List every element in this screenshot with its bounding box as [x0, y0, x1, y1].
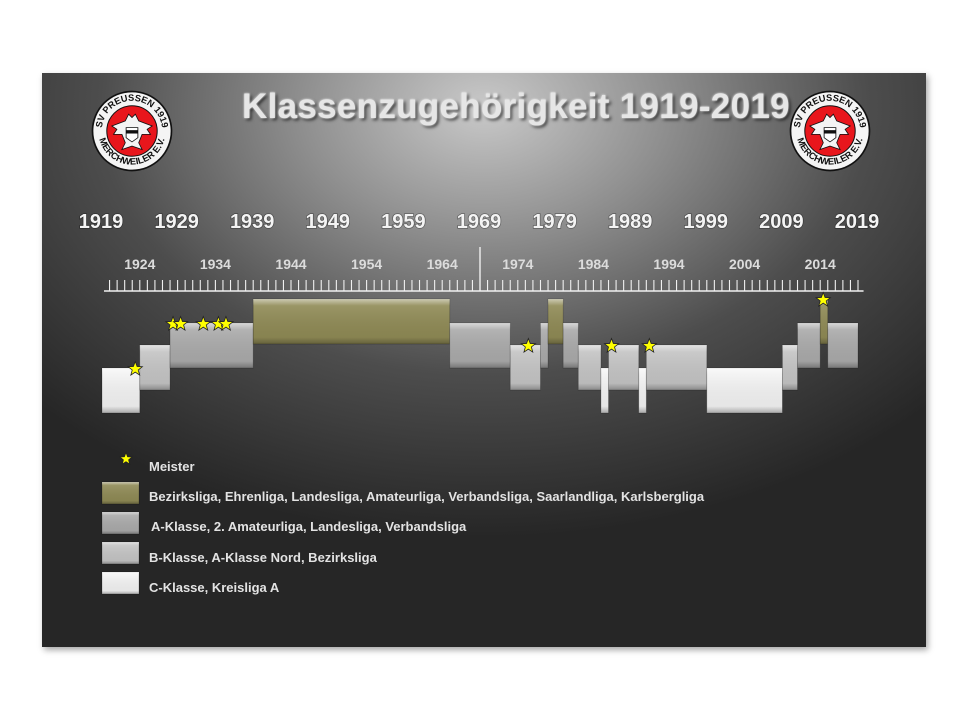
legend-swatch-tier2 — [101, 511, 140, 535]
legend-swatch-bevel — [102, 572, 139, 594]
segment-bevel — [608, 345, 639, 390]
legend-swatch-bevel — [102, 512, 139, 534]
meister-star — [814, 291, 832, 307]
timeline-segment — [638, 367, 647, 414]
meister-star — [217, 315, 235, 331]
legend-label-tier2: A-Klasse, 2. Amateurliga, Landesliga, Ve… — [151, 519, 467, 534]
legend-star-icon — [118, 451, 134, 466]
upper-tick-label: 1959 — [381, 211, 426, 233]
upper-tick-label: 1929 — [154, 211, 199, 233]
eagle-icon — [808, 113, 852, 151]
lower-tick-label: 1994 — [653, 256, 684, 272]
lower-tick-label: 2004 — [729, 256, 760, 272]
legend-label-meister: Meister — [149, 459, 195, 474]
segment-bevel — [170, 323, 254, 368]
meister-star — [127, 360, 144, 376]
timeline-segment — [819, 298, 829, 345]
timeline-segment — [600, 367, 609, 414]
timeline-segment — [782, 344, 798, 391]
upper-tick-label: 1989 — [608, 211, 653, 233]
timeline-segment — [139, 344, 171, 391]
timeline-segment — [827, 322, 859, 369]
eagle-icon — [110, 113, 154, 151]
meister-star — [172, 315, 189, 331]
legend-label-tier3: B-Klasse, A-Klasse Nord, Bezirksliga — [149, 550, 377, 565]
upper-tick-label: 2019 — [835, 211, 880, 233]
timeline-segment — [509, 344, 541, 391]
segment-bevel — [827, 323, 858, 368]
timeline-segment — [645, 344, 708, 391]
lower-tick-label: 1944 — [275, 256, 306, 272]
lower-tick-label: 1974 — [502, 256, 533, 272]
meister-star — [210, 315, 227, 331]
upper-tick-label: 1949 — [306, 211, 351, 233]
meister-star — [164, 315, 182, 331]
segment-bevel — [782, 345, 798, 390]
upper-tick-label: 1999 — [684, 211, 729, 233]
legend-swatch-tier1 — [101, 481, 140, 505]
upper-tick-label: 1979 — [532, 211, 577, 233]
legend-swatch-tier3 — [101, 541, 140, 565]
legend-label-tier4: C-Klasse, Kreisliga A — [149, 580, 280, 595]
upper-tick-label: 1939 — [230, 211, 275, 233]
lower-tick-label: 1964 — [427, 256, 458, 272]
segment-bevel — [646, 345, 707, 390]
meister-star — [603, 337, 620, 353]
slide-background: SV PREUSSEN 1919 MERCHWEILER E.V. SV PRE… — [42, 73, 926, 647]
logo-left: SV PREUSSEN 1919 MERCHWEILER E.V. — [91, 90, 173, 172]
meister-star — [195, 315, 212, 331]
timeline-segment — [540, 322, 549, 369]
segment-bevel — [102, 368, 140, 413]
segment-bevel — [139, 345, 171, 390]
timeline-segment — [608, 344, 640, 391]
timeline-segment — [252, 298, 451, 345]
segment-bevel — [797, 323, 821, 368]
timeline-segment — [706, 367, 783, 414]
timeline-segment — [449, 322, 511, 369]
segment-bevel — [600, 368, 609, 413]
meister-star — [641, 337, 658, 353]
segment-bevel — [563, 323, 579, 368]
upper-tick-label: 1919 — [79, 211, 124, 233]
segment-bevel — [638, 368, 647, 413]
timeline-segment — [169, 322, 254, 369]
timeline-segment — [577, 344, 602, 391]
segment-bevel — [548, 299, 564, 344]
upper-tick-label: 1969 — [457, 211, 502, 233]
lower-tick-label: 1984 — [578, 256, 609, 272]
chart-title: Klassenzugehörigkeit 1919-2019 — [242, 87, 790, 126]
lower-tick-label: 1954 — [351, 256, 382, 272]
lower-tick-label: 1924 — [124, 256, 155, 272]
timeline-segment — [547, 298, 564, 345]
legend-label-tier1: Bezirksliga, Ehrenliga, Landesliga, Amat… — [149, 489, 705, 504]
lower-tick-label: 2014 — [805, 256, 836, 272]
lower-tick-label: 1934 — [200, 256, 231, 272]
timeline-segment — [101, 367, 141, 414]
segment-bevel — [449, 323, 511, 368]
segment-bevel — [253, 299, 450, 344]
upper-tick-label: 2009 — [759, 211, 804, 233]
segment-bevel — [510, 345, 541, 390]
logo-right: SV PREUSSEN 1919 MERCHWEILER E.V. — [789, 90, 871, 172]
segment-bevel — [706, 368, 783, 413]
legend-swatch-bevel — [102, 482, 139, 504]
segment-bevel — [540, 323, 549, 368]
legend-swatch-tier4 — [101, 571, 140, 595]
timeline-segment — [797, 322, 821, 369]
timeline-segment — [562, 322, 579, 369]
segment-bevel — [578, 345, 601, 390]
segment-bevel — [820, 299, 828, 344]
legend-swatch-bevel — [102, 542, 139, 564]
meister-star — [520, 337, 537, 353]
